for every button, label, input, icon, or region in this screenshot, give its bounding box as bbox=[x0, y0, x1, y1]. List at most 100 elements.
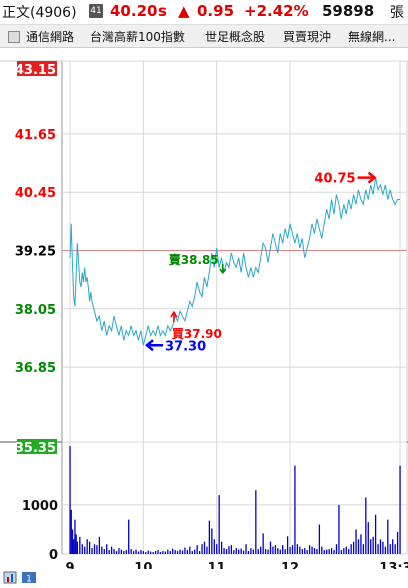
volume-bar bbox=[223, 548, 225, 554]
x-tick-label: 10 bbox=[134, 561, 152, 569]
volume-bar bbox=[374, 514, 377, 554]
x-tick-label: 13:30 bbox=[379, 561, 408, 569]
volume-bar bbox=[169, 551, 171, 554]
volume-bar bbox=[208, 520, 211, 554]
volume-bar bbox=[357, 539, 360, 554]
volume-bar bbox=[333, 550, 335, 554]
volume-bar bbox=[164, 551, 167, 554]
category-tab-0[interactable]: 通信網路 bbox=[26, 30, 75, 44]
volume-bar bbox=[181, 550, 184, 554]
volume-bar bbox=[343, 548, 345, 554]
volume-bar bbox=[135, 549, 137, 554]
low-price-label: 37.30 bbox=[165, 339, 206, 354]
market-tag: 41 bbox=[89, 4, 103, 18]
volume-bar bbox=[123, 551, 125, 554]
x-tick-label: 9 bbox=[65, 561, 74, 569]
volume-bar bbox=[120, 549, 123, 554]
volume-bar bbox=[211, 528, 213, 554]
volume-bar bbox=[213, 539, 215, 554]
last-price: 40.20 bbox=[110, 2, 158, 20]
volume-bar bbox=[115, 551, 118, 554]
volume-bar bbox=[264, 549, 267, 554]
volume-bar bbox=[379, 539, 382, 554]
category-tab-1[interactable]: 台灣高薪100指數 bbox=[90, 30, 185, 44]
volume-bar bbox=[267, 549, 269, 554]
volume-bar bbox=[399, 465, 401, 554]
volume-bar bbox=[81, 544, 83, 554]
chart-annotations: 40.75 37.30 賣38.85 買37.90 bbox=[145, 171, 377, 354]
volume-bar bbox=[255, 490, 257, 554]
price-tick-label: 40.45 bbox=[15, 186, 56, 201]
volume-bar bbox=[98, 536, 101, 554]
stock-name[interactable]: 正文(4906) bbox=[2, 5, 77, 21]
category-tab-2[interactable]: 世足概念股 bbox=[205, 30, 266, 44]
volume-bar bbox=[140, 550, 142, 554]
volume-bar bbox=[372, 536, 374, 554]
volume-bar bbox=[338, 504, 340, 554]
volume-bar bbox=[86, 539, 88, 554]
volume-bar bbox=[245, 544, 247, 554]
panel-number-icon[interactable] bbox=[22, 572, 36, 583]
volume-bar bbox=[145, 552, 147, 554]
volume-bar bbox=[382, 541, 384, 554]
volume-bar bbox=[132, 551, 135, 554]
volume-bar bbox=[233, 550, 235, 554]
volume-bar bbox=[311, 546, 313, 554]
volume-bar bbox=[101, 546, 103, 554]
volume-bar bbox=[345, 546, 347, 554]
footer-bar: 1 bbox=[0, 569, 408, 585]
category-tab-3[interactable]: 買賣現沖 bbox=[283, 30, 332, 44]
total-volume: 59898 bbox=[322, 2, 375, 20]
price-tick-label: 38.05 bbox=[15, 303, 56, 318]
volume-bars bbox=[69, 445, 401, 554]
volume-bar bbox=[152, 552, 154, 554]
volume-bar bbox=[330, 548, 333, 554]
volume-bar bbox=[108, 550, 110, 554]
volume-bar bbox=[201, 544, 203, 554]
price-tick-label: 41.65 bbox=[15, 128, 56, 143]
volume-bar bbox=[328, 549, 330, 554]
category-expand-icon[interactable] bbox=[8, 31, 20, 43]
volume-bar bbox=[206, 546, 208, 554]
volume-bar bbox=[313, 548, 316, 554]
chart-type-icon[interactable] bbox=[3, 571, 17, 584]
volume-bar bbox=[242, 550, 245, 554]
volume-bar bbox=[301, 549, 303, 554]
sell-signal-label: 賣38.85 bbox=[168, 252, 219, 267]
volume-bar bbox=[69, 445, 71, 554]
volume-bar bbox=[93, 544, 96, 554]
price-tick-label: 43.15 bbox=[15, 63, 56, 78]
x-tick-label: 12 bbox=[281, 561, 299, 569]
sell-marker-icon bbox=[219, 263, 227, 275]
volume-bar bbox=[228, 546, 230, 554]
volume-bar bbox=[74, 519, 76, 554]
volume-bar bbox=[70, 509, 72, 554]
volume-bar bbox=[84, 546, 86, 554]
volume-bar bbox=[289, 547, 291, 554]
volume-bar bbox=[272, 546, 274, 554]
volume-bar bbox=[308, 545, 311, 554]
volume-bar bbox=[142, 551, 145, 554]
category-tab-4[interactable]: 無線網... bbox=[348, 30, 396, 44]
volume-bar bbox=[387, 519, 389, 554]
volume-bar bbox=[216, 544, 218, 554]
volume-bar bbox=[294, 465, 296, 554]
volume-bar bbox=[304, 548, 306, 554]
high-price-label: 40.75 bbox=[314, 172, 355, 187]
volume-bar bbox=[203, 541, 206, 554]
price-tick-label: 36.85 bbox=[15, 361, 56, 376]
volume-bar bbox=[189, 546, 191, 554]
volume-bar bbox=[130, 549, 132, 554]
volume-bar bbox=[350, 544, 352, 554]
volume-bar bbox=[174, 550, 176, 554]
volume-bar bbox=[106, 544, 108, 554]
volume-bar bbox=[291, 545, 294, 554]
volume-bar bbox=[286, 536, 289, 554]
x-tick-label: 11 bbox=[208, 561, 226, 569]
high-arrow-icon bbox=[357, 171, 377, 184]
price-change: 0.95 bbox=[197, 2, 235, 20]
volume-bar bbox=[250, 548, 252, 554]
intraday-chart: 43.15 41.65 40.45 39.25 38.05 36.85 35.35 1000… bbox=[0, 48, 408, 569]
price-tick-box bbox=[17, 439, 57, 454]
volume-bar bbox=[282, 545, 284, 554]
